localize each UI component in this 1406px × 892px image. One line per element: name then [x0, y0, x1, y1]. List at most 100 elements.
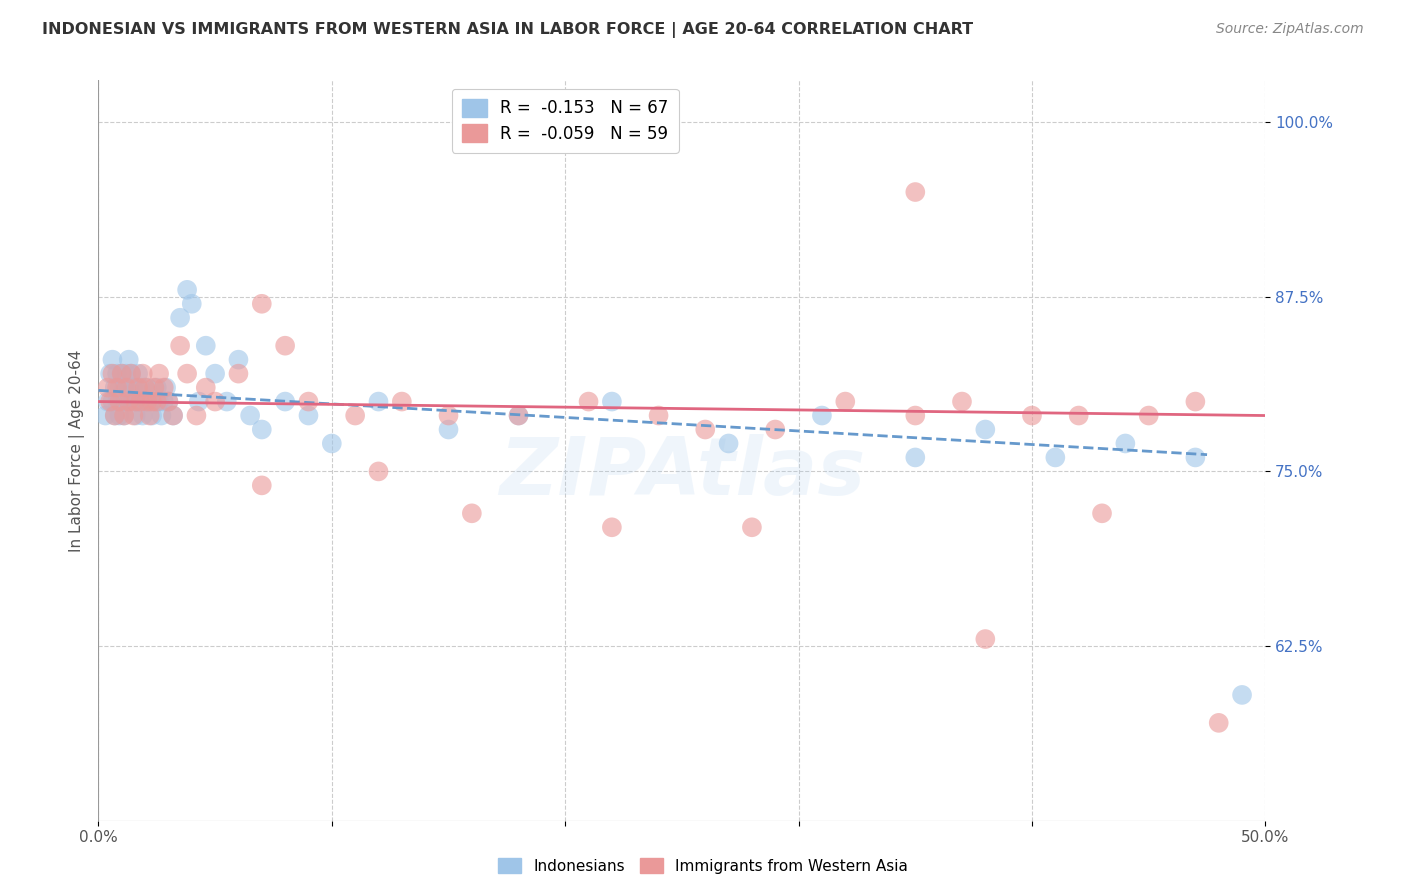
Point — [974, 632, 997, 646]
Point — [104, 409, 127, 423]
Point — [139, 394, 162, 409]
Point — [162, 409, 184, 423]
Point — [194, 381, 217, 395]
Text: INDONESIAN VS IMMIGRANTS FROM WESTERN ASIA IN LABOR FORCE | AGE 20-64 CORRELATIO: INDONESIAN VS IMMIGRANTS FROM WESTERN AS… — [42, 22, 973, 38]
Point — [391, 394, 413, 409]
Point — [176, 283, 198, 297]
Point — [508, 409, 530, 423]
Point — [118, 381, 141, 395]
Point — [104, 409, 127, 423]
Point — [717, 436, 740, 450]
Point — [105, 367, 128, 381]
Point — [155, 381, 177, 395]
Point — [239, 409, 262, 423]
Point — [129, 394, 152, 409]
Text: Source: ZipAtlas.com: Source: ZipAtlas.com — [1216, 22, 1364, 37]
Point — [321, 436, 343, 450]
Point — [112, 409, 135, 423]
Point — [437, 423, 460, 437]
Point — [97, 381, 120, 395]
Point — [108, 381, 131, 395]
Point — [1137, 409, 1160, 423]
Point — [367, 464, 389, 478]
Point — [974, 423, 997, 437]
Point — [1208, 715, 1230, 730]
Point — [127, 367, 149, 381]
Point — [186, 409, 208, 423]
Point — [215, 394, 238, 409]
Point — [367, 394, 389, 409]
Point — [157, 394, 180, 409]
Point — [143, 381, 166, 395]
Point — [508, 409, 530, 423]
Point — [101, 352, 124, 367]
Point — [274, 339, 297, 353]
Point — [98, 394, 121, 409]
Point — [111, 367, 134, 381]
Point — [136, 394, 159, 409]
Point — [228, 352, 250, 367]
Point — [176, 367, 198, 381]
Point — [904, 409, 927, 423]
Point — [141, 394, 163, 409]
Point — [180, 297, 202, 311]
Point — [148, 394, 170, 409]
Point — [111, 367, 134, 381]
Point — [1184, 450, 1206, 465]
Point — [127, 394, 149, 409]
Point — [344, 409, 367, 423]
Point — [204, 367, 226, 381]
Y-axis label: In Labor Force | Age 20-64: In Labor Force | Age 20-64 — [69, 350, 84, 551]
Point — [187, 394, 209, 409]
Point — [115, 381, 138, 395]
Point — [111, 394, 134, 409]
Point — [125, 381, 148, 395]
Point — [169, 310, 191, 325]
Point — [112, 381, 135, 395]
Point — [695, 423, 717, 437]
Point — [152, 394, 174, 409]
Point — [94, 409, 117, 423]
Point — [101, 394, 124, 409]
Point — [1114, 436, 1136, 450]
Point — [297, 394, 319, 409]
Point — [437, 409, 460, 423]
Point — [169, 339, 191, 353]
Point — [152, 381, 174, 395]
Point — [122, 394, 145, 409]
Point — [122, 381, 145, 395]
Point — [834, 394, 856, 409]
Point — [132, 409, 155, 423]
Point — [105, 394, 128, 409]
Point — [148, 367, 170, 381]
Point — [250, 423, 273, 437]
Point — [118, 394, 141, 409]
Point — [143, 394, 166, 409]
Text: ZIPAtlas: ZIPAtlas — [499, 434, 865, 512]
Point — [146, 394, 169, 409]
Point — [157, 394, 180, 409]
Point — [904, 185, 927, 199]
Point — [194, 339, 217, 353]
Point — [129, 381, 152, 395]
Point — [228, 367, 250, 381]
Point — [162, 409, 184, 423]
Legend: R =  -0.153   N = 67, R =  -0.059   N = 59: R = -0.153 N = 67, R = -0.059 N = 59 — [451, 88, 679, 153]
Point — [134, 394, 156, 409]
Point — [250, 478, 273, 492]
Point — [120, 394, 142, 409]
Point — [578, 394, 600, 409]
Point — [1091, 506, 1114, 520]
Point — [136, 381, 159, 395]
Point — [150, 409, 173, 423]
Legend: Indonesians, Immigrants from Western Asia: Indonesians, Immigrants from Western Asi… — [492, 852, 914, 880]
Point — [1067, 409, 1090, 423]
Point — [600, 394, 623, 409]
Point — [127, 381, 149, 395]
Point — [139, 409, 162, 423]
Point — [204, 394, 226, 409]
Point — [125, 394, 148, 409]
Point — [104, 381, 127, 395]
Point — [115, 367, 138, 381]
Point — [118, 352, 141, 367]
